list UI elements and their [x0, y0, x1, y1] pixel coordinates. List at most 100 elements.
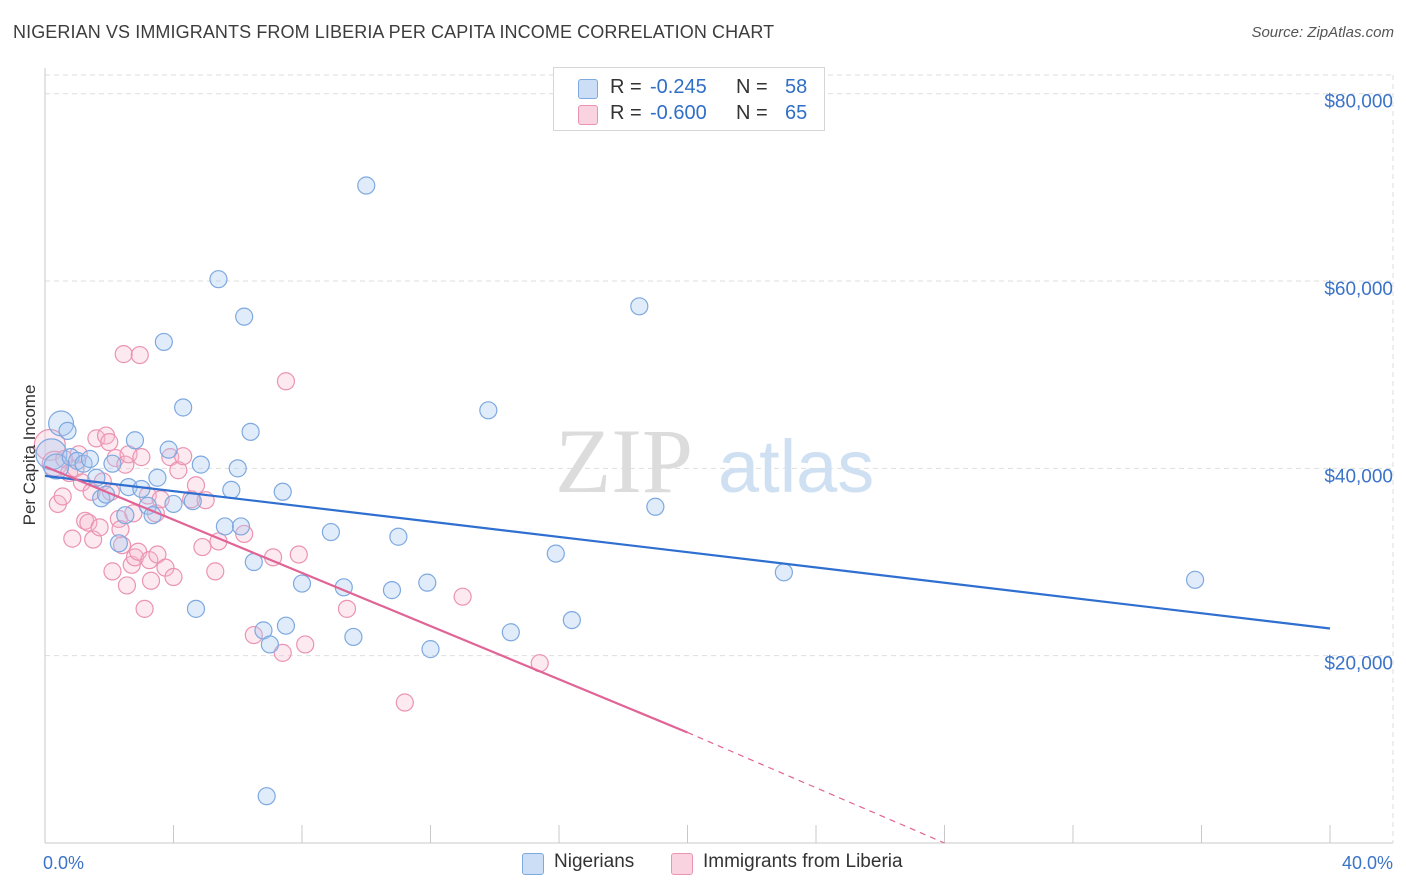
point-nigerian	[382, 581, 402, 600]
point-liberia	[169, 461, 188, 480]
point-nigerian	[421, 640, 440, 659]
point-nigerian	[562, 610, 581, 630]
legend-swatch-pink	[578, 105, 598, 125]
point-nigerian	[80, 449, 100, 469]
point-liberia	[135, 599, 154, 618]
point-nigerian	[103, 454, 122, 473]
point-nigerian	[159, 440, 178, 459]
y-axis-label: Per Capita Income	[20, 385, 39, 526]
point-nigerian	[774, 563, 793, 582]
point-nigerian	[222, 480, 241, 500]
point-nigerian	[418, 573, 437, 592]
point-liberia	[116, 455, 135, 474]
point-nigerian	[646, 497, 665, 516]
point-liberia	[90, 518, 109, 537]
chart-title: NIGERIAN VS IMMIGRANTS FROM LIBERIA PER …	[13, 22, 775, 42]
point-nigerian	[241, 422, 260, 441]
legend-r-value: -0.600	[650, 102, 707, 124]
point-nigerian	[235, 307, 254, 326]
data-points	[33, 176, 1205, 806]
legend-r-value: -0.245	[650, 76, 707, 98]
trend-line-liberia	[44, 465, 688, 734]
point-nigerian	[1185, 570, 1205, 589]
tick-labels: $20,000 $40,000 $60,000 $80,000 0.0% 40.0%	[43, 92, 1393, 873]
point-nigerian	[260, 635, 279, 654]
trend-lines	[44, 465, 1331, 844]
grid-lines	[45, 74, 1394, 843]
point-liberia	[453, 587, 472, 606]
point-liberia	[244, 625, 263, 645]
point-nigerian	[109, 534, 128, 553]
point-liberia	[186, 476, 206, 495]
point-nigerian	[116, 506, 135, 525]
point-liberia	[53, 487, 72, 506]
point-nigerian	[630, 297, 649, 316]
point-liberia	[103, 562, 122, 581]
legend-n-value: 58	[785, 76, 808, 98]
point-liberia	[337, 599, 357, 618]
bottom-legend-swatch-pink	[671, 853, 693, 875]
point-liberia	[148, 545, 167, 564]
point-liberia	[206, 562, 225, 581]
point-liberia	[132, 448, 151, 467]
x-tick-label: 40.0%	[1342, 853, 1393, 873]
legend-swatch-blue	[578, 79, 598, 99]
point-nigerian	[154, 332, 173, 352]
watermark-zip: ZIP	[555, 410, 693, 512]
point-liberia	[130, 345, 149, 365]
legend-n-value: 65	[785, 102, 808, 124]
point-nigerian	[164, 494, 183, 514]
point-liberia	[164, 567, 183, 587]
legend-n-label: N =	[736, 102, 768, 124]
point-nigerian	[125, 431, 145, 450]
point-nigerian	[501, 623, 520, 642]
y-tick-label: $60,000	[1324, 279, 1393, 300]
point-liberia	[79, 513, 98, 532]
y-tick-label: $20,000	[1324, 654, 1393, 675]
trend-line-liberia-extension	[687, 731, 945, 844]
point-liberia	[117, 576, 137, 595]
point-nigerian	[546, 544, 565, 563]
point-liberia	[276, 372, 296, 391]
point-nigerian	[231, 517, 251, 536]
trend-line-nigerians	[44, 474, 1331, 630]
point-nigerian	[389, 527, 408, 546]
point-nigerian	[344, 627, 363, 647]
point-nigerian	[148, 468, 167, 487]
watermark: ZIP atlas	[555, 410, 874, 512]
y-tick-label: $80,000	[1324, 92, 1393, 113]
point-liberia	[193, 537, 212, 557]
point-nigerian	[228, 459, 247, 478]
point-nigerian	[174, 398, 193, 417]
point-nigerian	[321, 522, 341, 542]
watermark-atlas: atlas	[718, 425, 874, 508]
point-liberia	[296, 635, 315, 654]
point-nigerian	[357, 176, 376, 195]
point-liberia	[100, 433, 119, 452]
point-liberia	[111, 520, 130, 539]
y-tick-label: $40,000	[1324, 466, 1393, 487]
point-nigerian	[215, 517, 234, 536]
point-liberia	[289, 545, 308, 564]
point-nigerian	[479, 401, 498, 420]
point-liberia	[125, 548, 145, 567]
point-nigerian	[276, 616, 296, 635]
legend-r-label: R =	[610, 102, 642, 124]
point-nigerian	[292, 574, 312, 593]
point-nigerian	[209, 270, 228, 289]
point-liberia	[63, 529, 82, 548]
point-liberia	[395, 693, 414, 712]
point-liberia	[141, 571, 161, 590]
bottom-legend-label: Nigerians	[554, 851, 635, 872]
x-tick-label: 0.0%	[43, 853, 84, 873]
point-nigerian	[186, 599, 206, 618]
point-nigerian	[257, 787, 276, 806]
point-nigerian	[273, 482, 292, 501]
point-nigerian	[191, 455, 210, 474]
point-liberia	[273, 643, 292, 662]
point-liberia	[161, 448, 180, 467]
correlation-legend: R = -0.245 N = 58 R = -0.600 N = 65	[553, 67, 825, 131]
point-liberia	[112, 536, 132, 555]
source-label: Source: ZipAtlas.com	[1251, 24, 1394, 41]
